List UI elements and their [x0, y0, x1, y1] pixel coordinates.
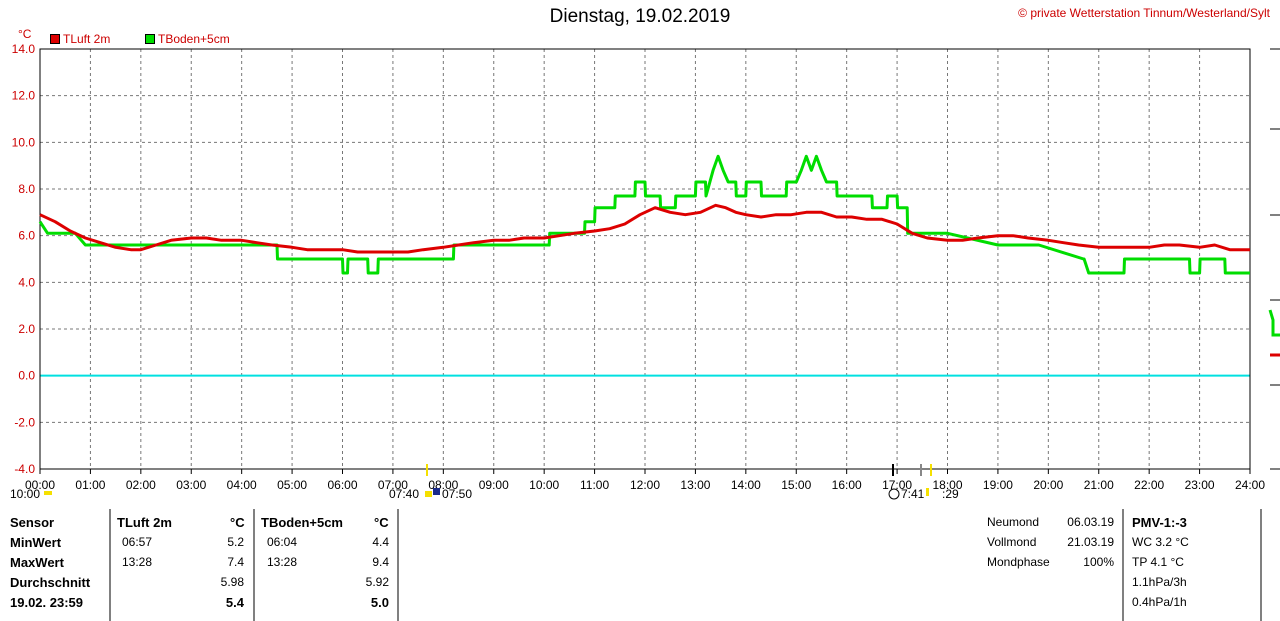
- x-tick-label: 05:00: [277, 478, 307, 492]
- pmv-value: 0.4hPa/1h: [1132, 595, 1187, 609]
- chart-title: Dienstag, 19.02.2019: [549, 6, 731, 27]
- chart-grid: [40, 49, 1250, 469]
- event-label: :29: [942, 487, 959, 501]
- x-tick-label: 17:00: [882, 478, 912, 492]
- stats-header-unit: °C: [230, 515, 245, 530]
- x-tick-label: 18:00: [932, 478, 962, 492]
- stats-value: 5.92: [365, 575, 389, 589]
- stats-value: 5.4: [225, 595, 244, 610]
- moon-label: Vollmond: [987, 535, 1037, 549]
- x-tick-label: 22:00: [1134, 478, 1164, 492]
- y-tick-label: 12.0: [12, 89, 36, 103]
- x-tick-label: 21:00: [1084, 478, 1114, 492]
- copyright-label: © private Wetterstation Tinnum/Westerlan…: [1018, 6, 1270, 20]
- y-tick-label: 8.0: [18, 182, 35, 196]
- stats-value: 5.98: [220, 575, 244, 589]
- event-marker-moon: [920, 464, 922, 476]
- x-tick-label: 24:00: [1235, 478, 1265, 492]
- y-tick-label: 6.0: [18, 229, 35, 243]
- y-tick-label: 2.0: [18, 322, 35, 336]
- x-tick-label: 12:00: [630, 478, 660, 492]
- sun-icon: [926, 488, 929, 496]
- event-label: 07:50: [442, 487, 473, 501]
- pmv-title: PMV-1:-3: [1132, 515, 1187, 530]
- event-marker-sun: [930, 464, 932, 476]
- legend-label: TLuft 2m: [63, 32, 111, 46]
- right-edge-marks: [1268, 48, 1280, 470]
- x-tick-label: 09:00: [479, 478, 509, 492]
- legend-item-tboden: TBoden+5cm: [145, 32, 230, 46]
- x-tick-label: 14:00: [731, 478, 761, 492]
- stats-value: 5.2: [227, 535, 244, 549]
- x-axis-ticks: 00:00 01:00 02:00 03:00 04:00 05:00 06:00 07:00…: [25, 469, 1265, 492]
- stats-value: 7.4: [227, 555, 244, 569]
- x-tick-label: 07:00: [378, 478, 408, 492]
- y-tick-label: 4.0: [18, 275, 35, 289]
- legend-swatch: [50, 34, 60, 44]
- stats-value: 5.0: [370, 595, 389, 610]
- x-tick-label: 01:00: [75, 478, 105, 492]
- moon-icon: [888, 488, 900, 500]
- event-marker-moon: [892, 464, 894, 476]
- stats-row-label: Durchschnitt: [10, 575, 91, 590]
- x-tick-label: 23:00: [1185, 478, 1215, 492]
- series-line-tboden: [38, 154, 1250, 275]
- moon-value: 21.03.19: [1067, 535, 1114, 549]
- y-tick-label: 14.0: [12, 42, 36, 56]
- sun-icon: [44, 491, 52, 495]
- series-line-tluft: [39, 203, 1250, 254]
- stats-header-unit: °C: [374, 515, 389, 530]
- x-tick-label: 11:00: [580, 478, 609, 492]
- legend-item-tluft: TLuft 2m: [50, 32, 110, 46]
- x-tick-label: 13:00: [680, 478, 710, 492]
- x-tick-label: 15:00: [781, 478, 811, 492]
- stats-time: 06:04: [267, 535, 298, 549]
- y-axis-ticks: -4.0 -2.0 0.0 2.0 4.0 6.0 8.0 10.0 12.0 14.0: [12, 42, 36, 476]
- stats-time: 06:57: [122, 535, 153, 549]
- stats-value: 9.4: [372, 555, 389, 569]
- stats-time: 13:28: [122, 555, 153, 569]
- x-tick-label: 03:00: [176, 478, 206, 492]
- event-markers: [44, 464, 932, 500]
- legend-label: TBoden+5cm: [158, 32, 230, 46]
- x-tick-label: 20:00: [1033, 478, 1063, 492]
- plot-frame: [39, 48, 1251, 470]
- stats-value: 4.4: [372, 535, 389, 549]
- legend-swatch: [145, 34, 155, 44]
- stats-header-tboden: TBoden+5cm: [261, 515, 343, 530]
- y-tick-label: -4.0: [14, 462, 35, 476]
- stats-header-sensor: Sensor: [10, 515, 55, 530]
- moon-value: 100%: [1083, 555, 1114, 569]
- x-tick-label: 04:00: [227, 478, 257, 492]
- moon-label: Mondphase: [987, 555, 1050, 569]
- y-tick-label: 0.0: [18, 369, 35, 383]
- pmv-value: WC 3.2 °C: [1132, 535, 1189, 549]
- y-tick-label: -2.0: [14, 415, 35, 429]
- stats-time: 13:28: [267, 555, 298, 569]
- stats-table-lines: [109, 509, 1262, 621]
- x-tick-label: 10:00: [529, 478, 559, 492]
- x-tick-label: 16:00: [832, 478, 862, 492]
- moon-label: Neumond: [987, 515, 1040, 529]
- stats-row-label: MinWert: [10, 535, 62, 550]
- stats-row-label: 19.02. 23:59: [10, 595, 84, 610]
- x-tick-label: 06:00: [327, 478, 357, 492]
- x-tick-label: 02:00: [126, 478, 156, 492]
- event-label: 7:41: [901, 487, 925, 501]
- y-axis-unit: °C: [18, 27, 32, 41]
- sun-icon: [425, 491, 432, 497]
- stats-row-label: MaxWert: [10, 555, 64, 570]
- event-label: 07:40: [389, 487, 420, 501]
- event-marker-sun: [426, 464, 428, 476]
- pmv-value: 1.1hPa/3h: [1132, 575, 1187, 589]
- pmv-value: TP 4.1 °C: [1132, 555, 1184, 569]
- x-tick-label: 19:00: [983, 478, 1013, 492]
- y-tick-label: 10.0: [12, 135, 36, 149]
- moon-value: 06.03.19: [1067, 515, 1114, 529]
- x-tick-label: 00:00: [25, 478, 55, 492]
- stats-header-tluft: TLuft 2m: [117, 515, 172, 530]
- event-label: 10:00: [10, 487, 41, 501]
- moon-icon: [433, 488, 440, 495]
